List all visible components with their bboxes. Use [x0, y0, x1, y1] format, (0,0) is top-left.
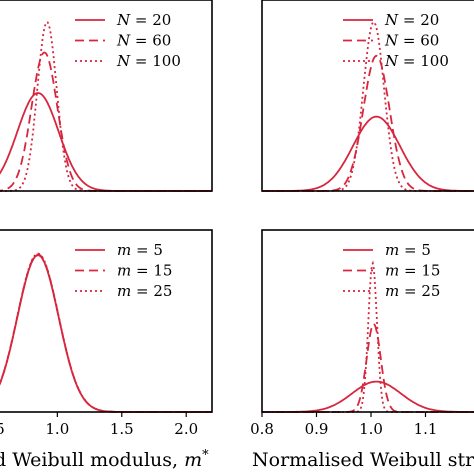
x-tick-label: 1.1 — [414, 420, 438, 438]
x-axis-label: Normalised Weibull stre — [252, 449, 474, 471]
x-tick-label: 2.0 — [174, 420, 198, 438]
legend-label-N-20: N = 20 — [116, 11, 171, 29]
x-tick-label: 0.5 — [0, 420, 5, 438]
legend-label-N-20: N = 20 — [384, 11, 439, 29]
legend-label-m-25: m = 25 — [117, 282, 172, 300]
series-line-N-100 — [262, 20, 474, 192]
axes-frame — [0, 0, 213, 192]
series-line-m-5 — [262, 380, 474, 413]
legend-label-m-15: m = 15 — [117, 262, 172, 280]
legend-label-N-60: N = 60 — [384, 32, 439, 50]
series-line-m-25 — [0, 252, 212, 413]
series-line-m-25 — [262, 260, 474, 413]
legend-label-N-60: N = 60 — [116, 32, 171, 50]
x-tick-label: 0.8 — [250, 420, 274, 438]
x-tick-label: 1.0 — [359, 420, 383, 438]
series-line-m-15 — [0, 253, 212, 413]
x-tick-label: 1.5 — [110, 420, 134, 438]
series-line-N-20 — [262, 115, 474, 192]
legend-label-m-15: m = 15 — [385, 262, 440, 280]
series-line-m-5 — [0, 254, 212, 413]
legend-label-N-100: N = 100 — [384, 52, 449, 70]
axes-frame — [261, 229, 474, 413]
series-line-N-60 — [0, 51, 212, 192]
panel-top-right: N = 20 N = 60 N = 100 — [261, 0, 474, 192]
x-tick-label: 0.9 — [305, 420, 329, 438]
series-line-N-60 — [262, 54, 474, 192]
axes-frame — [261, 0, 474, 192]
legend-label-m-5: m = 5 — [117, 241, 163, 259]
x-tick-label: 1.0 — [45, 420, 69, 438]
axes-frame — [0, 229, 213, 413]
x-axis-label: d Weibull modulus, m* — [0, 448, 209, 471]
panel-top-left: N = 20 N = 60 N = 100 — [0, 0, 213, 192]
panel-bottom-right: 0.8 0.9 1.0 1.1 Normalised Weibull stre m = 5… — [250, 229, 474, 471]
legend-label-m-5: m = 5 — [385, 241, 431, 259]
panel-bottom-left: 0.5 1.0 1.5 2.0 d Weibull modulus, m* m = 5 m … — [0, 229, 213, 471]
legend-label-N-100: N = 100 — [116, 52, 181, 70]
legend-label-m-25: m = 25 — [385, 282, 440, 300]
